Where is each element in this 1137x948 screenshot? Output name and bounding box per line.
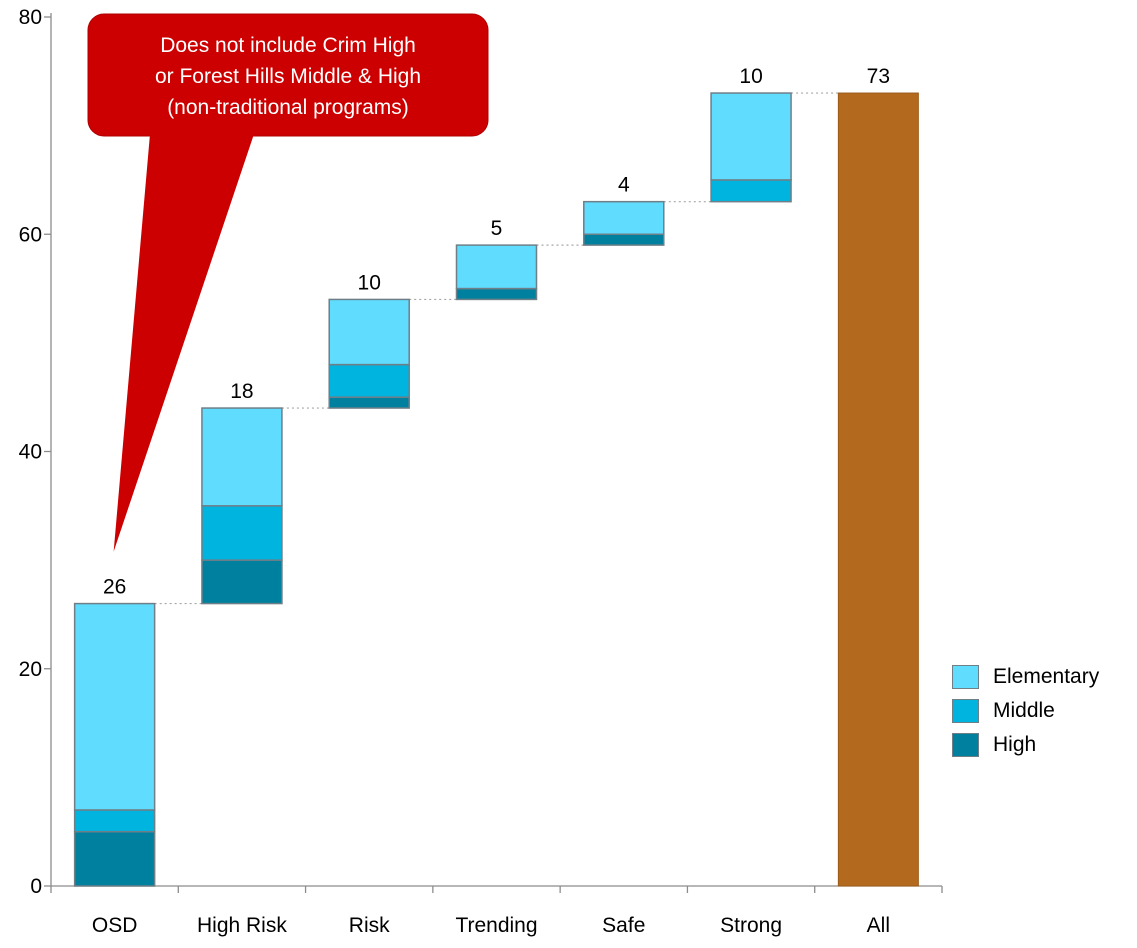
annotation-line-2: or Forest Hills Middle & High <box>154 65 422 88</box>
legend-label-middle: Middle <box>993 699 1055 722</box>
x-tick-label-trending: Trending <box>455 914 537 937</box>
legend-item-elementary: Elementary <box>952 660 1137 694</box>
legend-item-high: High <box>952 728 1137 762</box>
y-tick-label: 60 <box>19 223 42 246</box>
data-label-high-risk: 18 <box>230 380 253 403</box>
annotation-box <box>87 13 489 137</box>
bar-safe-elementary <box>583 200 665 236</box>
y-tick-label: 40 <box>19 441 42 464</box>
annotation-callout-group <box>87 13 489 552</box>
bar-high-risk-high <box>201 559 283 605</box>
legend-swatch-high <box>952 733 979 757</box>
annotation-line-1: Does not include Crim High <box>160 34 416 57</box>
bar-all-total <box>837 92 919 887</box>
x-tick-label-high-risk: High Risk <box>197 914 287 937</box>
bars-group <box>73 92 919 887</box>
bar-high-risk-elementary <box>201 407 283 507</box>
legend-label-elementary: Elementary <box>993 665 1100 688</box>
bar-trending-elementary <box>455 244 538 290</box>
data-labels-group: 26 18 10 5 4 10 73 <box>103 65 890 599</box>
legend-item-middle: Middle <box>952 694 1137 728</box>
y-tick-label: 20 <box>19 658 42 681</box>
data-label-osd: 26 <box>103 576 126 599</box>
bar-osd-elementary <box>73 602 156 811</box>
legend-swatch-middle <box>952 699 979 723</box>
axes-group: 0 20 40 60 80 OSD High Risk Risk Trending Safe Str… <box>19 6 943 937</box>
data-label-all: 73 <box>867 65 890 88</box>
bar-osd-high <box>73 830 156 887</box>
bar-high-risk-middle <box>201 505 283 561</box>
legend-swatch-elementary <box>952 665 979 689</box>
x-tick-label-all: All <box>867 914 890 937</box>
data-label-safe: 4 <box>618 174 630 197</box>
x-tick-label-safe: Safe <box>602 914 645 937</box>
x-tick-label-osd: OSD <box>92 914 138 937</box>
data-label-strong: 10 <box>739 65 762 88</box>
legend-label-high: High <box>993 733 1037 756</box>
x-tick-label-strong: Strong <box>720 914 782 937</box>
bar-strong-elementary <box>710 92 792 181</box>
y-tick-label: 80 <box>19 6 42 29</box>
y-tick-label: 0 <box>30 875 42 898</box>
annotation-pointer <box>113 134 255 552</box>
bar-trending-high <box>455 287 538 301</box>
bar-risk-middle <box>328 363 410 398</box>
bar-risk-high <box>328 396 410 409</box>
data-label-trending: 5 <box>491 217 503 240</box>
bar-osd-middle <box>73 809 156 833</box>
bar-safe-high <box>583 233 665 246</box>
x-tick-label-risk: Risk <box>349 914 390 937</box>
annotation-line-3: (non-traditional programs) <box>167 96 409 119</box>
bar-strong-middle <box>710 179 792 203</box>
data-label-risk: 10 <box>358 271 381 294</box>
legend: Elementary Middle High <box>952 660 1137 762</box>
bar-risk-elementary <box>328 298 410 366</box>
annotation-text: Does not include Crim High or Forest Hil… <box>88 30 488 123</box>
